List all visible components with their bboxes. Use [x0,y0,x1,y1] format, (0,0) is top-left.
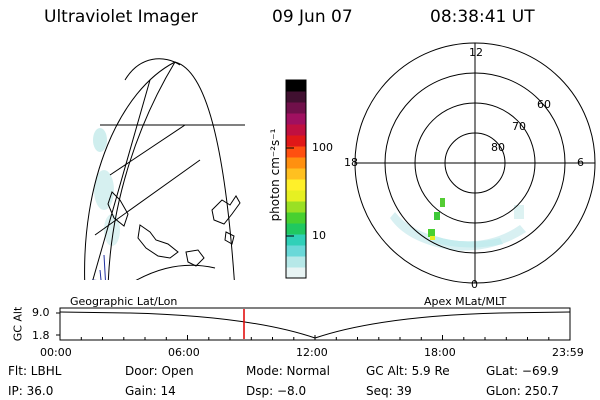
glat-info: GLat: −69.9 [486,364,559,378]
seq-info: Seq: 39 [366,384,412,398]
geographic-map [84,58,245,280]
colorbar-unit-label: photon cm⁻²s⁻¹ [268,128,282,222]
colorbar-cell [286,91,306,103]
time-label: 08:38:41 UT [430,7,535,27]
orbit-right-label: Apex MLat/MLT [424,295,507,308]
colorbar-cell [286,267,306,279]
filter-info: Flt: LBHL [8,364,62,378]
altitude-curve [59,311,571,339]
gc-alt-info: GC Alt: 5.9 Re [366,364,450,378]
limb-inner [107,61,176,280]
grid-blue [92,254,106,280]
lat-label-60: 60 [537,98,551,111]
lat-label-80: 80 [491,141,505,154]
aurora-oval [390,198,526,251]
aurora-glow-left [93,128,120,246]
instrument-title: Ultraviolet Imager [44,7,198,27]
mlt-label-6: 6 [577,156,584,169]
time-tick-1200: 12:00 [296,346,328,359]
coastline-1 [211,195,241,225]
colorbar-cell [286,190,306,202]
lat-label-70: 70 [512,120,526,133]
time-tick-2359: 23:59 [552,346,584,359]
coastline-5 [224,231,235,245]
time-tick-0600: 06:00 [168,346,200,359]
colorbar-cell [286,212,306,224]
colorbar-cell [286,179,306,191]
coastline-3 [107,191,129,227]
colorbar-tick-10: 10 [312,229,326,242]
colorbar-cell [286,80,306,92]
time-tick-0000: 00:00 [40,346,72,359]
door-info: Door: Open [125,364,194,378]
mode-info: Mode: Normal [246,364,330,378]
curve-lower [135,264,216,280]
orbit-y-label: GC Alt [11,306,25,342]
coastline-2 [137,224,179,259]
colorbar-cell [286,168,306,180]
glon-info: GLon: 250.7 [486,384,559,398]
orbit-y-tick-max: 9.0 [32,306,50,319]
colorbar-cell [286,201,306,213]
colorbar-cell [286,256,306,268]
mlt-label-0: 0 [471,278,478,291]
latitude-arc-1 [124,58,181,81]
time-tick-1800: 18:00 [424,346,456,359]
colorbar-cell [286,157,306,169]
colorbar-cell [286,234,306,246]
colorbar-cell [286,245,306,257]
polar-plot [354,42,596,284]
colorbar-cell [286,223,306,235]
colorbar-cell [286,113,306,125]
mlt-label-12: 12 [469,46,483,59]
colorbar-tick-100: 100 [312,141,333,154]
colorbar-cell [286,124,306,136]
orbit-y-tick-min: 1.8 [32,329,50,342]
colorbar-cell [286,146,306,158]
ip-info: IP: 36.0 [8,384,54,398]
mlt-label-18: 18 [344,156,358,169]
dsp-info: Dsp: −8.0 [246,384,307,398]
meridian-2 [109,124,186,176]
colorbar-cell [286,135,306,147]
date-label: 09 Jun 07 [272,7,353,27]
coastline-4 [185,249,205,267]
meridian-1 [92,79,151,280]
orbit-panel [56,307,571,341]
orbit-left-label: Geographic Lat/Lon [70,295,178,308]
gain-info: Gain: 14 [125,384,176,398]
colorbar [285,79,307,279]
meridian-3 [94,159,201,236]
colorbar-cell [286,102,306,114]
